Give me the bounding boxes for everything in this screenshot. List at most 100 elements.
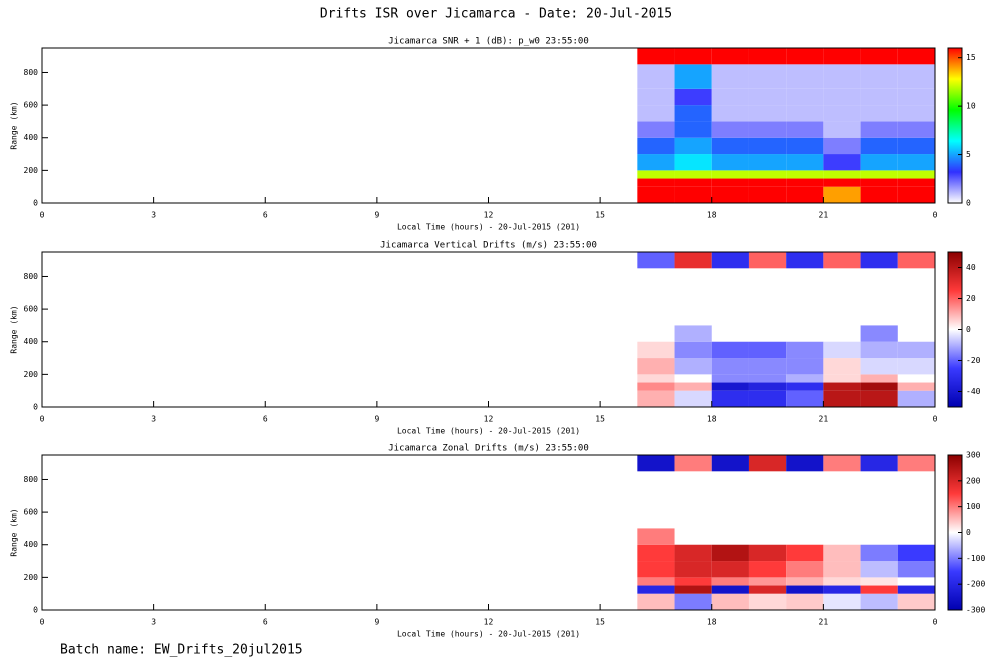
heatmap-cell — [674, 544, 712, 562]
y-tick-label: 400 — [24, 540, 39, 549]
heatmap-cell — [637, 561, 675, 578]
y-tick-label: 600 — [24, 508, 39, 517]
heatmap-cell — [897, 455, 935, 472]
x-axis-label: Local Time (hours) - 20-Jul-2015 (201) — [397, 223, 580, 232]
heatmap-cell — [860, 544, 898, 562]
heatmap-cell — [823, 137, 861, 155]
batch-name: Batch name: EW_Drifts_20jul2015 — [60, 643, 303, 658]
heatmap-cell — [637, 585, 675, 594]
heatmap-cell — [674, 154, 712, 171]
heatmap-cell — [674, 170, 712, 179]
colorbar-tick-label: -200 — [966, 580, 985, 589]
heatmap-cell — [711, 137, 749, 155]
colorbar-tick-label: -300 — [966, 606, 985, 615]
heatmap-cell — [786, 455, 824, 472]
heatmap-cell — [711, 178, 749, 187]
heatmap-cell — [786, 186, 824, 203]
heatmap-cell — [786, 121, 824, 138]
heatmap-cell — [860, 105, 898, 122]
heatmap-cell — [860, 88, 898, 106]
heatmap-cell — [823, 382, 861, 391]
heatmap-cell — [860, 382, 898, 391]
colorbar-tick-label: 10 — [966, 102, 976, 111]
heatmap-cell — [674, 561, 712, 578]
heatmap-cell — [860, 137, 898, 155]
heatmap-cell — [711, 64, 749, 89]
y-tick-label: 600 — [24, 305, 39, 314]
x-tick-label: 9 — [374, 211, 379, 220]
panel-title: Jicamarca Zonal Drifts (m/s) 23:55:00 — [388, 444, 588, 454]
heatmap-cell — [748, 577, 787, 586]
heatmap-cell — [637, 88, 675, 106]
heatmap-cell — [823, 358, 861, 375]
heatmap-cell — [711, 390, 749, 407]
heatmap-cell — [897, 48, 935, 65]
y-axis-label: Range (km) — [10, 101, 19, 149]
heatmap-cell — [674, 252, 712, 269]
heatmap-cell — [860, 455, 898, 472]
heatmap-cell — [823, 170, 861, 179]
panel-title: Jicamarca SNR + 1 (dB): p_w0 23:55:00 — [388, 37, 588, 47]
colorbar-tick-label: 0 — [966, 528, 971, 537]
heatmap-cell — [674, 341, 712, 359]
colorbar-tick-label: 15 — [966, 53, 976, 62]
y-tick-label: 800 — [24, 272, 39, 281]
heatmap-cell — [897, 390, 935, 407]
heatmap-cell — [786, 105, 824, 122]
y-tick-label: 400 — [24, 337, 39, 346]
heatmap-cell — [674, 178, 712, 187]
heatmap-cell — [674, 137, 712, 155]
x-axis-label: Local Time (hours) - 20-Jul-2015 (201) — [397, 630, 580, 639]
colorbar-tick-label: 100 — [966, 502, 981, 511]
heatmap-cell — [860, 170, 898, 179]
heatmap-cell — [637, 455, 675, 472]
heatmap-cell — [637, 374, 675, 383]
heatmap-cell — [674, 105, 712, 122]
heatmap-cell — [711, 88, 749, 106]
heatmap-cell — [711, 154, 749, 171]
heatmap-cell — [897, 88, 935, 106]
heatmap-cell — [674, 455, 712, 472]
heatmap-cell — [897, 585, 935, 594]
heatmap-cell — [897, 374, 935, 383]
heatmap-cell — [786, 48, 824, 65]
heatmap-cell — [823, 390, 861, 407]
heatmap-cell — [897, 561, 935, 578]
heatmap-cell — [748, 154, 787, 171]
heatmap-cell — [748, 178, 787, 187]
heatmap-cell — [897, 137, 935, 155]
heatmap-cell — [637, 544, 675, 562]
heatmap-cell — [748, 48, 787, 65]
heatmap-cell — [637, 382, 675, 391]
heatmap-cell — [823, 178, 861, 187]
heatmap-cell — [711, 382, 749, 391]
heatmap-cell — [674, 390, 712, 407]
heatmap-cell — [748, 455, 787, 472]
colorbar-tick-label: 20 — [966, 294, 976, 303]
heatmap-cell — [786, 544, 824, 562]
heatmap-cell — [748, 186, 787, 203]
x-tick-label: 9 — [374, 415, 379, 424]
heatmap-cell — [637, 577, 675, 586]
heatmap-cell — [897, 577, 935, 586]
figure-title: Drifts ISR over Jicamarca - Date: 20-Jul… — [320, 7, 672, 22]
x-tick-label: 18 — [707, 415, 717, 424]
y-axis-label: Range (km) — [10, 305, 19, 353]
heatmap-cell — [748, 170, 787, 179]
heatmap-cell — [860, 186, 898, 203]
x-tick-label: 21 — [819, 211, 829, 220]
heatmap-cell — [860, 325, 898, 342]
heatmap-cell — [748, 561, 787, 578]
heatmap-cell — [748, 341, 787, 359]
heatmap-cell — [637, 48, 675, 65]
heatmap-cell — [786, 390, 824, 407]
y-axis-label: Range (km) — [10, 508, 19, 556]
heatmap-cell — [823, 64, 861, 89]
heatmap-cell — [748, 121, 787, 138]
colorbar-tick-label: 40 — [966, 263, 976, 272]
heatmap-cell — [860, 48, 898, 65]
heatmap-cell — [674, 382, 712, 391]
heatmap-cell — [786, 64, 824, 89]
heatmap-cell — [786, 358, 824, 375]
heatmap-cell — [860, 358, 898, 375]
